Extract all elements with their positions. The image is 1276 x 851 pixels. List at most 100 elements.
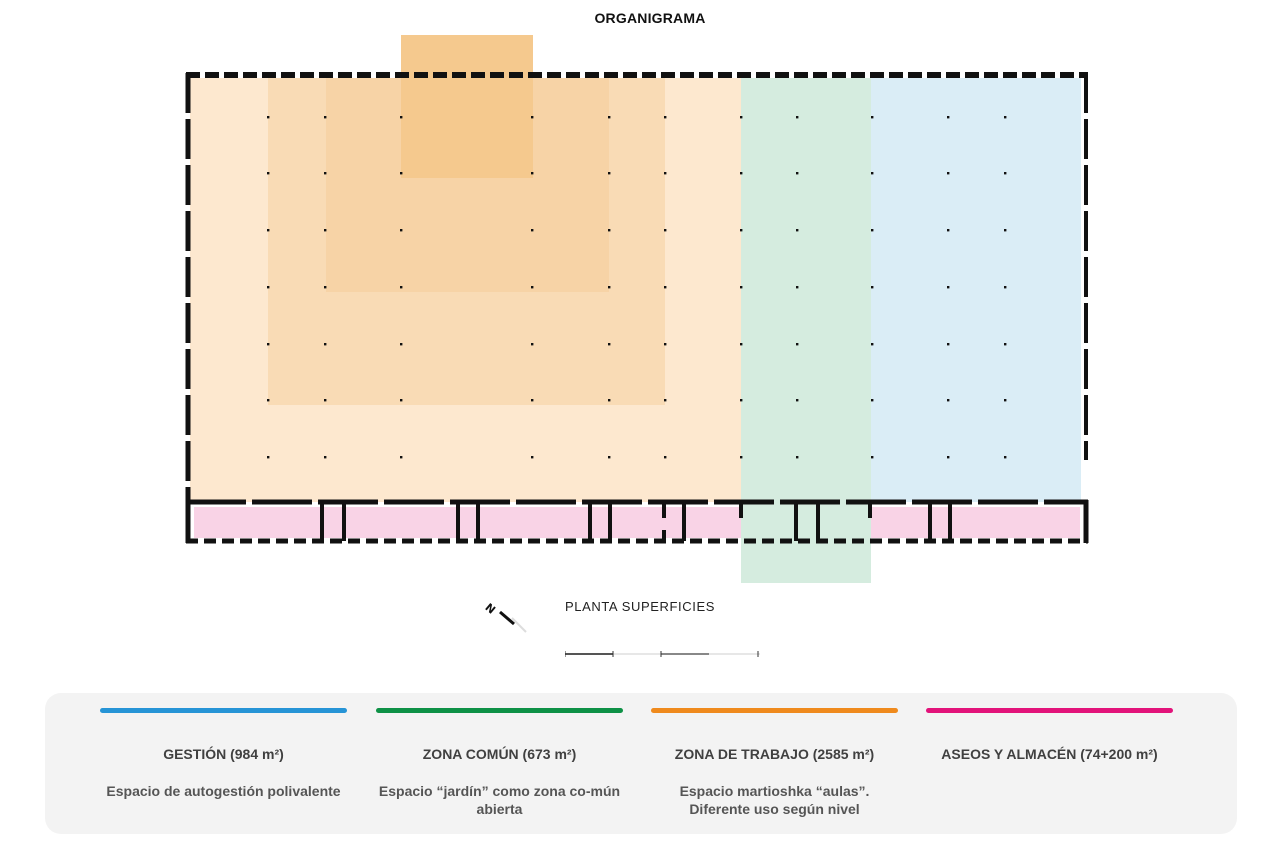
partition-walls — [320, 502, 952, 541]
column-dot — [400, 172, 403, 175]
column-dot — [871, 343, 874, 346]
column-dot — [740, 116, 743, 119]
column-dot — [664, 456, 667, 459]
column-dot — [1004, 456, 1007, 459]
legend-item-zona-comun: ZONA COMÚN (673 m²) Espacio “jardín” com… — [376, 693, 623, 834]
column-dot — [664, 399, 667, 402]
column-dot — [871, 229, 874, 232]
column-dot — [608, 116, 611, 119]
plan-label: PLANTA SUPERFICIES — [565, 599, 715, 614]
legend-title: ZONA COMÚN (673 m²) — [422, 746, 577, 762]
legend-color-line — [926, 708, 1173, 713]
column-dot — [324, 343, 327, 346]
column-dot — [531, 229, 534, 232]
column-dot — [531, 343, 534, 346]
column-dot — [324, 116, 327, 119]
column-dot — [608, 456, 611, 459]
north-arrow: N — [482, 598, 532, 638]
column-dot — [664, 343, 667, 346]
legend-description: Espacio martioshka “aulas”. Diferente us… — [679, 783, 870, 817]
column-dot — [871, 456, 874, 459]
column-dot — [1004, 343, 1007, 346]
legend-item-aseos: ASEOS Y ALMACÉN (74+200 m²) — [926, 693, 1173, 834]
legend-item-gestion: GESTIÓN (984 m²) Espacio de autogestión … — [100, 693, 347, 834]
column-dot — [796, 229, 799, 232]
column-dot — [796, 286, 799, 289]
column-dot — [531, 172, 534, 175]
legend-title: ZONA DE TRABAJO (2585 m²) — [674, 746, 875, 762]
column-dot — [608, 399, 611, 402]
column-dot — [531, 456, 534, 459]
zone-common-area — [741, 78, 871, 583]
legend-item-zona-trabajo: ZONA DE TRABAJO (2585 m²) Espacio martio… — [651, 693, 898, 834]
column-dot — [400, 229, 403, 232]
column-dot — [664, 172, 667, 175]
legend-color-line — [100, 708, 347, 713]
column-dot — [267, 399, 270, 402]
column-dot — [267, 286, 270, 289]
column-dot — [947, 456, 950, 459]
column-dot — [400, 116, 403, 119]
column-dot — [740, 172, 743, 175]
north-label: N — [482, 601, 497, 617]
legend-color-line — [376, 708, 623, 713]
column-dot — [267, 172, 270, 175]
column-dot — [740, 456, 743, 459]
page-title: ORGANIGRAMA — [594, 10, 706, 26]
column-dot — [324, 229, 327, 232]
zone-work-level-4 — [401, 35, 533, 178]
column-dot — [608, 229, 611, 232]
column-dot — [947, 343, 950, 346]
column-dot — [871, 399, 874, 402]
column-dot — [400, 456, 403, 459]
column-dot — [740, 286, 743, 289]
column-dot — [267, 229, 270, 232]
column-dot — [267, 343, 270, 346]
column-dot — [324, 399, 327, 402]
column-dot — [1004, 116, 1007, 119]
zone-management-area — [871, 78, 1081, 502]
legend-description: Espacio de autogestión polivalente — [106, 783, 341, 799]
column-dot — [324, 286, 327, 289]
column-dot — [796, 343, 799, 346]
column-dot — [947, 286, 950, 289]
column-dot — [1004, 229, 1007, 232]
column-dot — [871, 116, 874, 119]
column-dot — [796, 116, 799, 119]
column-dot — [400, 343, 403, 346]
zone-toilets-storage — [194, 507, 1080, 538]
legend-color-line — [651, 708, 898, 713]
column-dot — [400, 399, 403, 402]
column-dot — [796, 172, 799, 175]
column-dot — [871, 286, 874, 289]
column-dot — [664, 286, 667, 289]
column-grid — [267, 116, 1007, 459]
column-dot — [1004, 172, 1007, 175]
column-dot — [531, 399, 534, 402]
column-dot — [664, 229, 667, 232]
column-dot — [1004, 399, 1007, 402]
column-dot — [740, 399, 743, 402]
column-dot — [608, 286, 611, 289]
column-dot — [947, 229, 950, 232]
column-dot — [947, 172, 950, 175]
legend-title: GESTIÓN (984 m²) — [163, 746, 284, 762]
column-dot — [1004, 286, 1007, 289]
column-dot — [531, 116, 534, 119]
column-dot — [267, 456, 270, 459]
column-dot — [740, 343, 743, 346]
column-dot — [267, 116, 270, 119]
column-dot — [947, 116, 950, 119]
column-dot — [608, 343, 611, 346]
north-arrow-icon — [499, 610, 515, 626]
column-dot — [947, 399, 950, 402]
column-dot — [324, 172, 327, 175]
column-dot — [324, 456, 327, 459]
column-dot — [796, 399, 799, 402]
column-dot — [740, 229, 743, 232]
legend-title: ASEOS Y ALMACÉN (74+200 m²) — [941, 746, 1158, 762]
scale-bar — [565, 651, 760, 657]
column-dot — [400, 286, 403, 289]
column-dot — [608, 172, 611, 175]
legend-panel: GESTIÓN (984 m²) Espacio de autogestión … — [45, 693, 1237, 834]
